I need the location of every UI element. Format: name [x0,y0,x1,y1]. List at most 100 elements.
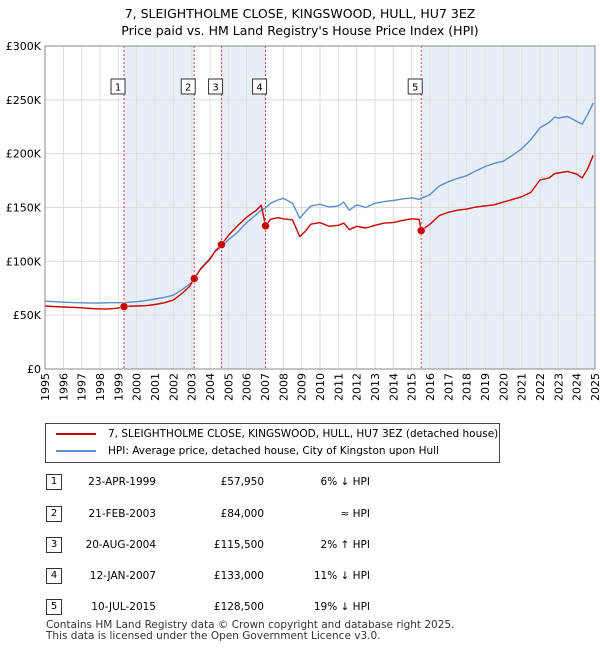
x-tick-label: 2011 [332,373,345,401]
sale-number: 4 [46,568,62,584]
x-tick-label: 2002 [167,373,180,401]
x-tick-label: 2000 [131,373,144,401]
sale-point [119,302,129,311]
sale-hpi-relation: ≈ HPI [340,508,370,520]
x-tick-label: 2023 [552,373,565,401]
x-tick-label: 2025 [589,373,600,401]
x-tick-label: 2018 [461,373,474,401]
x-tick-label: 2022 [534,373,547,401]
x-tick-label: 2020 [497,373,510,401]
legend-label-hpi: HPI: Average price, detached house, City… [108,445,439,457]
x-axis-ticks: 1995 1996 1997 1998 1999 2000 2001 2002 2003 2004… [39,373,600,401]
sale-point [217,240,226,249]
sale-label-box [252,78,268,95]
sale-number: 3 [46,537,62,553]
sale-row: 2 21-FEB-2003 £84,000 ≈ HPI [0,504,600,524]
x-tick-label: 1997 [76,373,89,401]
sale-label-text: 3 [212,83,218,94]
legend-swatch-property [56,433,96,435]
y-tick-label: £50K [13,309,42,322]
chart-title: 7, SLEIGHTHOLME CLOSE, KINGSWOOD, HULL, … [124,6,476,21]
sale-label-box [407,78,423,95]
x-tick-label: 2024 [571,373,584,401]
y-tick-label: £300K [6,40,42,53]
footer-license: This data is licensed under the Open Gov… [46,630,381,642]
x-tick-label: 2014 [387,373,400,401]
sale-hpi-relation: 19% ↓ HPI [313,601,370,613]
sale-row: 5 10-JUL-2015 £128,500 19% ↓ HPI [0,597,600,617]
footer-copyright: Contains HM Land Registry data © Crown c… [46,619,455,631]
legend-label-property: 7, SLEIGHTHOLME CLOSE, KINGSWOOD, HULL, … [108,428,499,440]
x-tick-label: 2006 [241,373,254,401]
x-tick-label: 2017 [442,373,455,401]
y-tick-label: £0 [27,363,41,376]
sale-number: 1 [46,474,62,490]
price-chart: 1 2 3 4 5 £0 £50K £100K £150K £200K £250K £300K 19… [6,40,600,401]
sale-label: 4 [252,78,268,95]
x-tick-label: 2003 [186,373,199,401]
sale-date: 21-FEB-2003 [88,508,156,520]
x-tick-label: 2013 [369,373,382,401]
chart-title-block: 7, SLEIGHTHOLME CLOSE, KINGSWOOD, HULL, … [0,5,600,39]
sale-number: 2 [46,506,62,522]
sale-label-text: 1 [115,83,121,94]
series-line-hpi [44,102,594,304]
sale-label-text: 4 [256,83,262,94]
sale-point [416,226,426,235]
x-tick-label: 1999 [112,373,125,401]
sale-row: 4 12-JAN-2007 £133,000 11% ↓ HPI [0,566,600,586]
x-tick-label: 2019 [479,373,492,401]
x-tick-label: 2004 [204,373,217,401]
sale-point [189,274,199,283]
sale-row: 3 20-AUG-2004 £115,500 2% ↑ HPI [0,535,600,555]
sale-label-box [110,78,126,95]
legend: 7, SLEIGHTHOLME CLOSE, KINGSWOOD, HULL, … [45,423,500,463]
sale-label: 5 [407,78,423,95]
x-tick-label: 1996 [57,373,70,401]
sale-label-box [180,78,196,95]
y-tick-label: £100K [6,255,42,268]
sale-date: 12-JAN-2007 [89,570,156,582]
legend-item-property: 7, SLEIGHTHOLME CLOSE, KINGSWOOD, HULL, … [56,426,498,443]
legend-swatch-hpi [56,450,96,452]
footer-attribution: Contains HM Land Registry data © Crown c… [46,620,454,642]
legend-item-hpi: HPI: Average price, detached house, City… [56,443,439,460]
sale-label-text: 2 [185,83,191,94]
sale-point [261,221,270,231]
plot-frame [44,45,596,370]
plot-border [44,45,596,370]
sale-label-text: 5 [412,83,418,94]
sale-hpi-relation: 6% ↓ HPI [320,476,370,488]
sale-label: 2 [180,78,196,95]
sale-price: £57,950 [220,476,264,488]
sale-hpi-relation: 11% ↓ HPI [313,570,370,582]
sale-price: £115,500 [213,539,264,551]
x-tick-label: 2021 [516,373,529,401]
x-tick-label: 2016 [424,373,437,401]
sale-number: 5 [46,599,62,615]
x-tick-label: 1995 [39,373,52,401]
x-tick-label: 1998 [94,373,107,401]
y-tick-label: £200K [6,148,42,161]
x-tick-label: 2009 [296,373,309,401]
x-tick-label: 2012 [351,373,364,401]
sale-label-boxes: 1 2 3 4 5 [110,78,423,95]
x-tick-label: 2010 [314,373,327,401]
sale-price: £128,500 [213,601,264,613]
sale-points [119,221,426,311]
sale-label-box [208,78,224,95]
sale-date: 20-AUG-2004 [85,539,156,551]
x-tick-label: 2007 [259,373,272,401]
chart-subtitle: Price paid vs. HM Land Registry's House … [121,23,479,38]
sale-hpi-relation: 2% ↑ HPI [320,539,370,551]
y-tick-label: £150K [6,202,42,215]
x-tick-label: 2001 [149,373,162,401]
sale-price: £84,000 [220,508,264,520]
series-line-property [44,155,594,310]
sale-price: £133,000 [213,570,264,582]
sale-label: 1 [110,78,126,95]
x-tick-label: 2005 [222,373,235,401]
y-tick-label: £250K [6,94,42,107]
y-axis-ticks: £0 £50K £100K £150K £200K £250K £300K [6,40,42,376]
series-lines [44,102,594,310]
